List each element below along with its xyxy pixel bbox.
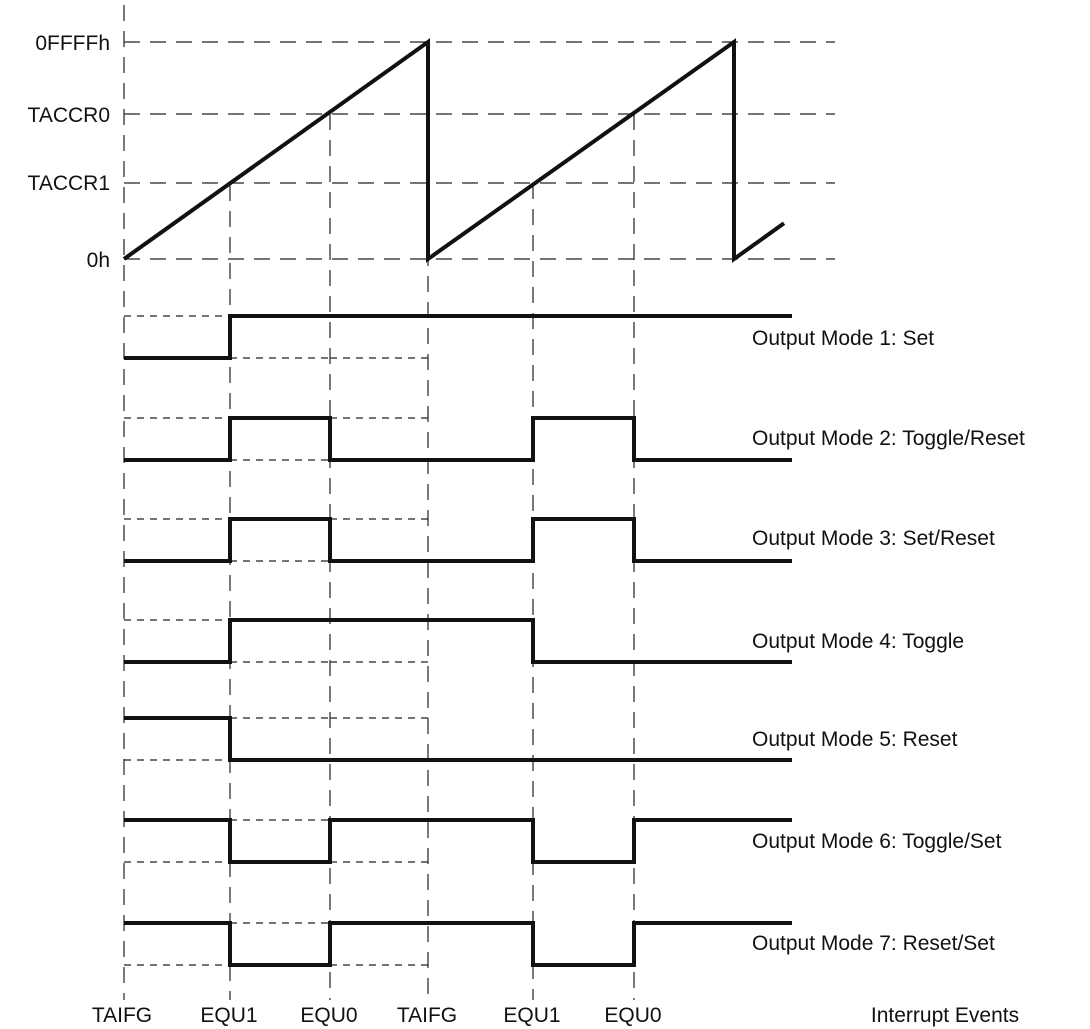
mode-label-6: Output Mode 6: Toggle/Set (752, 830, 1002, 853)
event-label-taifg-1: TAIFG (92, 1004, 152, 1027)
event-label-equ0-1: EQU0 (300, 1004, 357, 1027)
counter-level-labels: 0FFFFh TACCR0 TACCR1 0h (28, 32, 110, 272)
event-label-equ1-2: EQU1 (503, 1004, 560, 1027)
mode-waveform-6 (124, 818, 792, 864)
mode-label-4: Output Mode 4: Toggle (752, 630, 964, 653)
level-label-zero: 0h (87, 249, 110, 272)
mode-label-3: Output Mode 3: Set/Reset (752, 527, 995, 550)
counter-sawtooth-line (122, 38, 786, 263)
mode-waveform-1 (124, 314, 792, 360)
event-label-equ1-1: EQU1 (200, 1004, 257, 1027)
level-label-max: 0FFFFh (35, 32, 110, 55)
mode-waveform-4 (124, 618, 792, 664)
mode-label-2: Output Mode 2: Toggle/Reset (752, 427, 1025, 450)
level-label-taccr0: TACCR0 (28, 104, 110, 127)
output-mode-waveforms (124, 314, 792, 967)
mode-waveform-5 (124, 716, 792, 762)
output-mode-labels: Output Mode 1: Set Output Mode 2: Toggle… (752, 327, 1025, 955)
interrupt-event-labels: TAIFG EQU1 EQU0 TAIFG EQU1 EQU0 Interrup… (92, 1004, 1019, 1027)
event-label-equ0-2: EQU0 (604, 1004, 661, 1027)
interrupt-events-title: Interrupt Events (871, 1004, 1019, 1027)
mode-label-5: Output Mode 5: Reset (752, 728, 958, 751)
mode-label-7: Output Mode 7: Reset/Set (752, 932, 995, 955)
mode-waveform-3 (124, 517, 792, 563)
mode-label-1: Output Mode 1: Set (752, 327, 934, 350)
level-label-taccr1: TACCR1 (28, 172, 110, 195)
event-label-taifg-2: TAIFG (397, 1004, 457, 1027)
counter-sawtooth (122, 38, 786, 263)
mode-waveform-7 (124, 921, 792, 967)
mode-waveform-2 (124, 416, 792, 462)
